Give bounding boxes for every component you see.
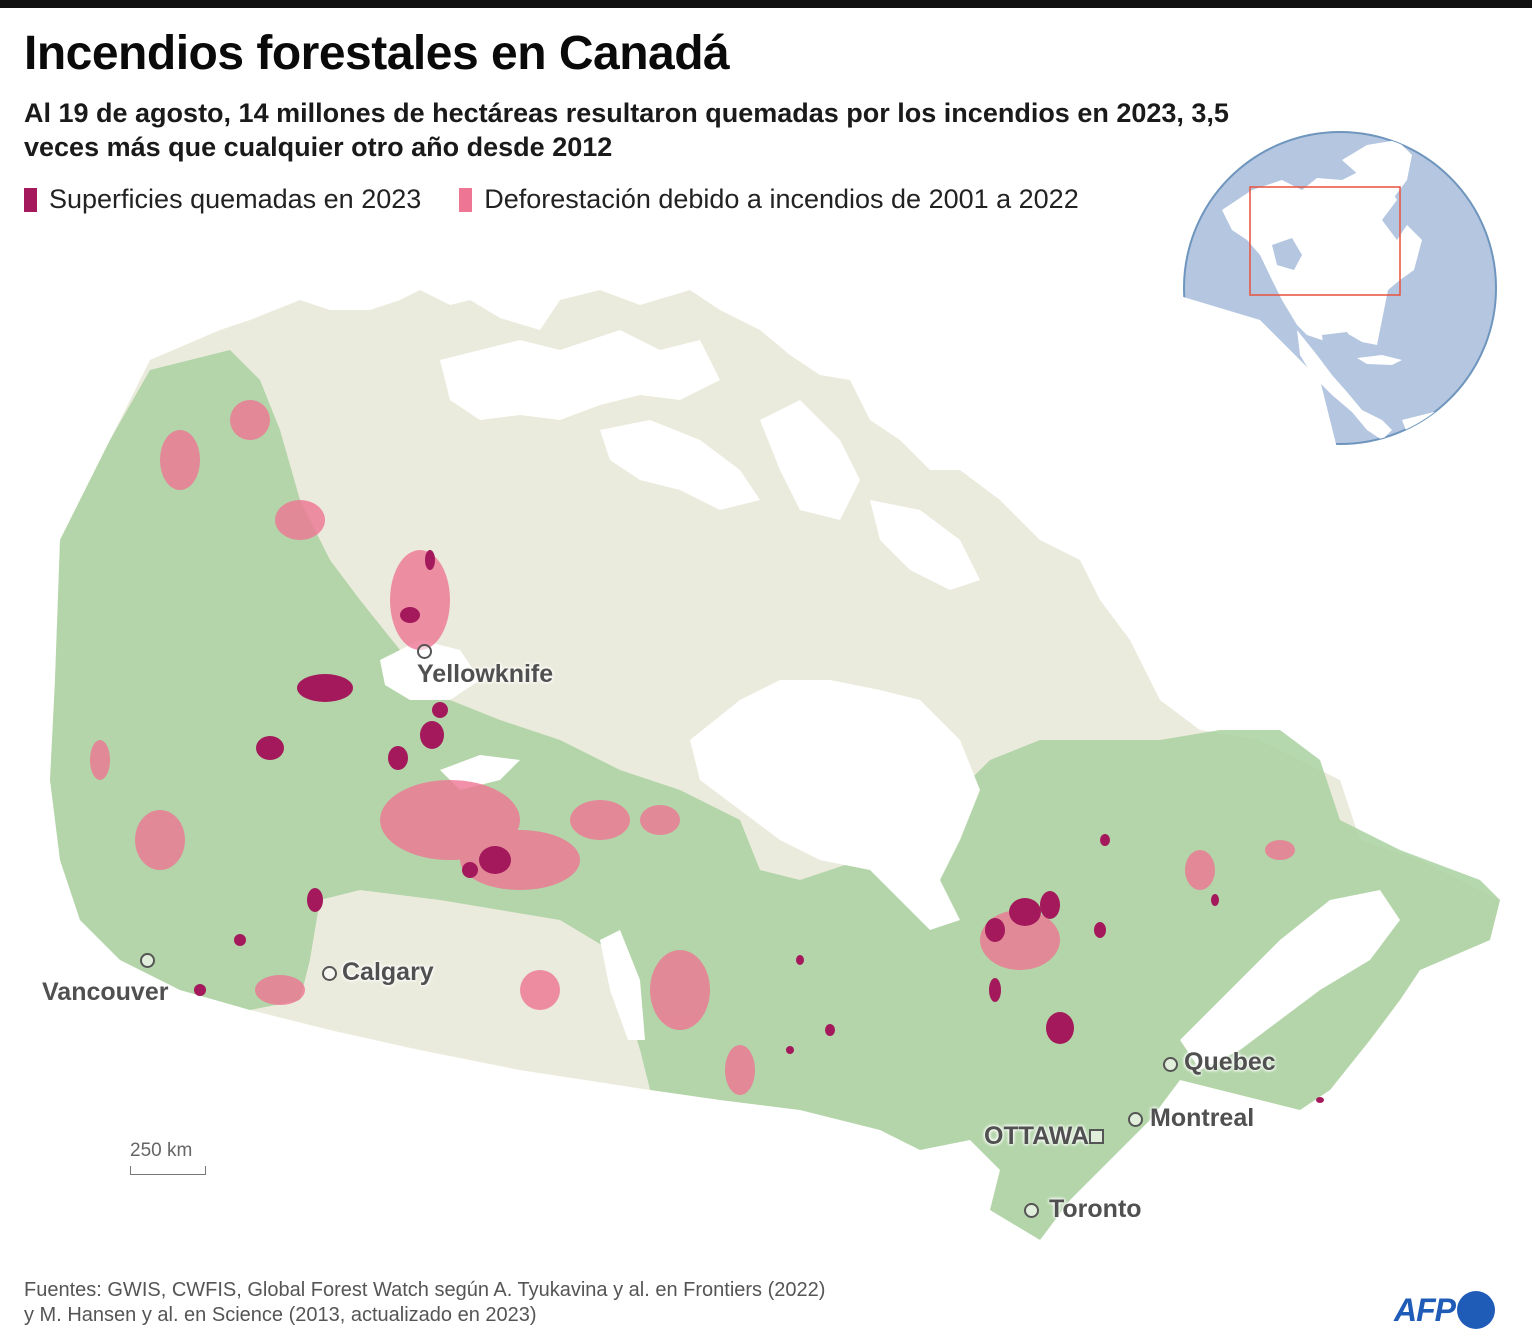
yellowknife-marker	[417, 644, 432, 659]
legend-item-burned-2023: Superficies quemadas en 2023	[24, 184, 421, 215]
legend-label: Deforestación debido a incendios de 2001…	[484, 184, 1079, 214]
forest-zone	[50, 350, 1500, 1260]
page-title: Incendios forestales en Canadá	[24, 27, 730, 80]
locator-box	[1249, 186, 1401, 296]
gulf-st-lawrence	[1180, 890, 1400, 1070]
scale-bar: 250 km	[130, 1140, 206, 1175]
legend-label: Superficies quemadas en 2023	[49, 184, 422, 214]
quebec-marker	[1163, 1057, 1178, 1072]
hudson-bay	[690, 680, 980, 930]
page-subtitle: Al 19 de agosto, 14 millones de hectárea…	[24, 98, 1229, 162]
afp-logo: AFP	[1394, 1291, 1495, 1329]
city-label-calgary: Calgary	[342, 958, 434, 986]
city-label-toronto: Toronto	[1049, 1195, 1142, 1223]
city-label-yellowknife: Yellowknife	[417, 660, 554, 688]
burned-2023-areas	[194, 550, 1324, 1103]
scale-bar-line	[130, 1166, 206, 1175]
top-rule	[0, 0, 1532, 8]
sources-line-2: y M. Hansen y al. en Science (2013, actu…	[24, 1304, 537, 1326]
vancouver-marker	[140, 953, 155, 968]
lake-winnipeg	[600, 930, 645, 1040]
legend-swatch-burned-icon	[24, 187, 37, 212]
prairies	[300, 890, 650, 1090]
legend-swatch-deforestation-icon	[459, 187, 473, 212]
legend-item-deforestation: Deforestación debido a incendios de 2001…	[459, 184, 1079, 215]
great-lakes	[920, 1140, 1200, 1270]
city-label-ottawa: OTTAWA	[984, 1122, 1090, 1150]
canada-fire-map	[50, 290, 1500, 1270]
calgary-marker	[322, 966, 337, 981]
deforestation-areas	[90, 400, 1295, 1095]
ottawa-capital-marker	[1089, 1129, 1104, 1144]
sources-line-1: Fuentes: GWIS, CWFIS, Global Forest Watc…	[24, 1279, 826, 1301]
toronto-marker	[1024, 1203, 1039, 1218]
legend: Superficies quemadas en 2023 Deforestaci…	[24, 184, 1079, 215]
city-label-vancouver: Vancouver	[42, 978, 169, 1006]
scale-label: 250 km	[130, 1140, 193, 1161]
arctic-channels	[440, 290, 1340, 600]
afp-logo-text: AFP	[1394, 1291, 1456, 1328]
city-label-montreal: Montreal	[1150, 1104, 1255, 1132]
afp-logo-dot-icon	[1457, 1291, 1495, 1329]
montreal-marker	[1128, 1112, 1143, 1127]
sources-note: Fuentes: GWIS, CWFIS, Global Forest Watc…	[24, 1278, 825, 1328]
great-slave-lake	[380, 640, 480, 700]
city-label-quebec: Quebec	[1184, 1048, 1276, 1076]
